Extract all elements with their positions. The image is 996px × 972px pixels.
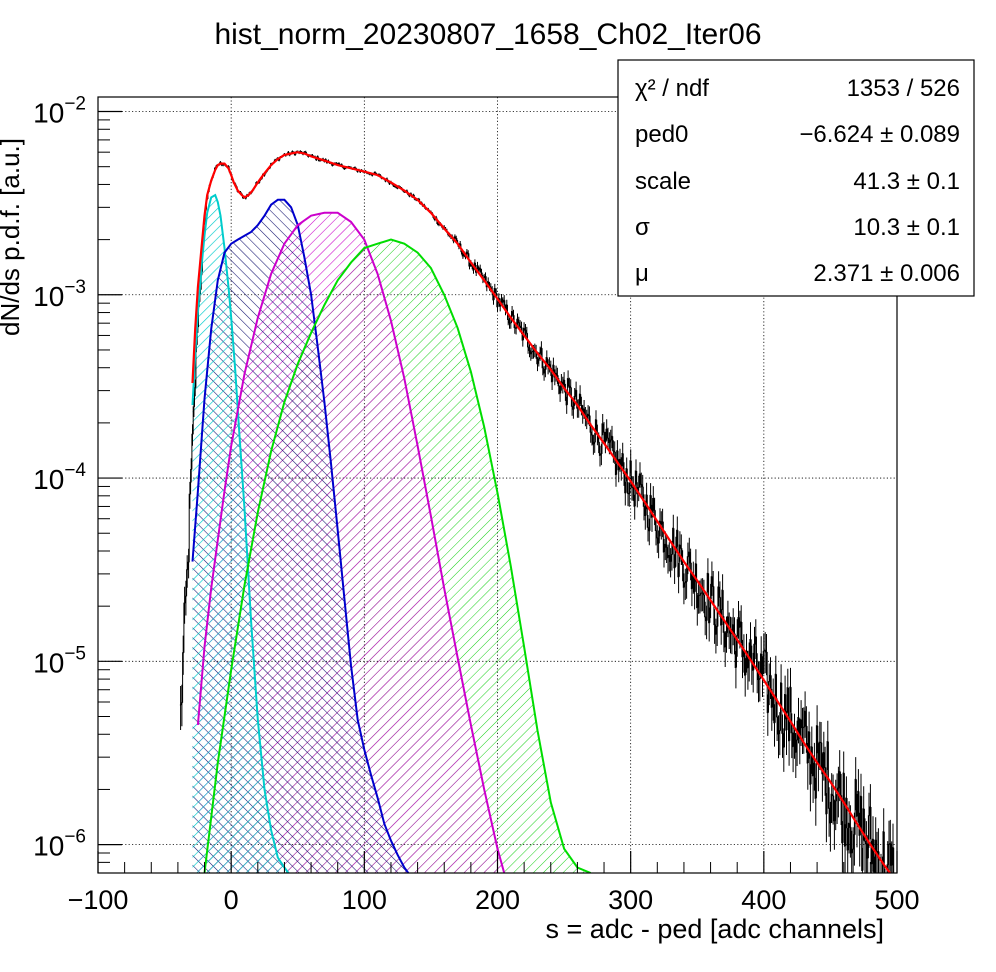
y-tick-base: 10 (33, 98, 64, 129)
y-tick-base: 10 (33, 831, 64, 862)
stats-row-value: 1353 / 526 (847, 75, 960, 102)
y-tick-exponent: −6 (64, 827, 86, 848)
component-fills (192, 195, 591, 873)
stats-row-label: χ² / ndf (635, 75, 709, 102)
y-tick-label: 10−2 (33, 94, 86, 129)
y-tick-exponent: −4 (64, 460, 86, 481)
component-curve (191, 193, 290, 873)
stats-row-value: 41.3 ± 0.1 (853, 168, 960, 195)
x-tick-label: 400 (741, 885, 786, 915)
component-fill (192, 195, 289, 873)
y-tick-base: 10 (33, 464, 64, 495)
stats-row-label: scale (635, 168, 691, 195)
stats-row-value: −6.624 ± 0.089 (799, 121, 960, 148)
y-tick-label: 10−3 (33, 277, 86, 312)
stats-row-label: σ (635, 214, 650, 241)
component-curve (191, 198, 410, 873)
y-tick-base: 10 (33, 281, 64, 312)
component-curve (203, 238, 592, 873)
x-tick-label: 500 (874, 885, 919, 915)
stats-row-label: μ (635, 260, 649, 287)
x-tick-label: 200 (475, 885, 520, 915)
curve-lines (191, 151, 892, 873)
y-tick-exponent: −2 (64, 94, 86, 115)
y-tick-label: 10−4 (33, 460, 86, 495)
y-tick-base: 10 (33, 647, 64, 678)
y-tick-label: 10−6 (33, 827, 86, 862)
stats-row-value: 10.3 ± 0.1 (853, 214, 960, 241)
component-curve (196, 211, 506, 873)
y-tick-label: 10−5 (33, 643, 86, 678)
x-tick-label: 0 (224, 885, 239, 915)
y-tick-exponent: −5 (64, 643, 86, 664)
stats-row-label: ped0 (635, 121, 688, 148)
y-axis-label: dN/ds p.d.f. [a.u.] (0, 138, 25, 336)
stats-box-frame (617, 59, 975, 297)
chart-title: hist_norm_20230807_1658_Ch02_Iter06 (214, 18, 761, 51)
x-tick-label: −100 (68, 885, 129, 915)
x-tick-label: 100 (342, 885, 387, 915)
y-tick-exponent: −3 (64, 277, 86, 298)
x-tick-label: 300 (608, 885, 653, 915)
stats-row-value: 2.371 ± 0.006 (813, 260, 960, 287)
x-axis-label: s = adc - ped [adc channels] (546, 914, 884, 944)
fit-curve (191, 151, 892, 873)
fit-stats-box: χ² / ndf 1353 / 526 ped0 −6.624 ± 0.089 scal… (617, 59, 975, 297)
